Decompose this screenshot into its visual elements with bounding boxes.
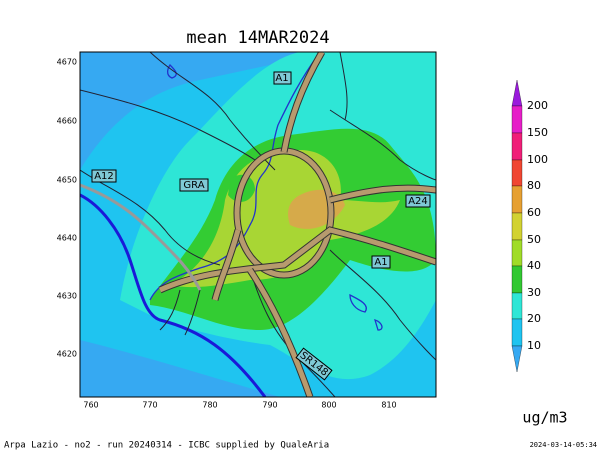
road-label: A12 [94, 171, 114, 182]
y-tick-label: 4630 [57, 292, 77, 301]
y-tick-label: 4640 [57, 234, 77, 243]
title: mean 14MAR2024 [186, 28, 329, 48]
colorbar-labels: 200 150 100 80 60 50 40 30 20 10 [527, 99, 548, 352]
x-tick-label: 760 [83, 401, 98, 410]
colorbar-label: 80 [527, 179, 541, 192]
footer-right: 2024-03-14-05:34 [530, 441, 597, 449]
colorbar-label: 40 [527, 259, 541, 272]
x-tick-label: 770 [142, 401, 157, 410]
y-tick-label: 4670 [57, 58, 77, 67]
x-tick-label: 780 [202, 401, 217, 410]
colorbar-label: 10 [527, 339, 541, 352]
x-tick-label: 810 [381, 401, 396, 410]
colorbar-label: 200 [527, 99, 548, 112]
footer-left: Arpa Lazio - no2 - run 20240314 - ICBC s… [4, 441, 329, 450]
unit-label: ug/m3 [522, 409, 567, 427]
y-tick-label: 4660 [57, 117, 77, 126]
colorbar-label: 50 [527, 233, 541, 246]
map-frame [79, 51, 437, 398]
road-label: A24 [408, 196, 428, 207]
map-area [80, 52, 436, 397]
colorbar-label: 60 [527, 206, 541, 219]
x-tick-label: 800 [321, 401, 336, 410]
colorbar-label: 150 [527, 126, 548, 139]
colorbar [511, 79, 523, 373]
y-tick-label: 4620 [57, 350, 77, 359]
colorbar-label: 20 [527, 312, 541, 325]
colorbar-label: 30 [527, 286, 541, 299]
x-ticks: 760 770 780 790 800 810 [83, 401, 396, 410]
y-ticks: 4670 4660 4650 4640 4630 4620 [57, 58, 77, 359]
road-label: GRA [183, 180, 204, 191]
x-tick-label: 790 [262, 401, 277, 410]
road-label: A1 [374, 257, 387, 268]
road-labels: A1 A12 GRA A24 A1 SR148 [91, 71, 431, 381]
colorbar-label: 100 [527, 153, 548, 166]
road-label: A1 [275, 73, 288, 84]
y-tick-label: 4650 [57, 176, 77, 185]
